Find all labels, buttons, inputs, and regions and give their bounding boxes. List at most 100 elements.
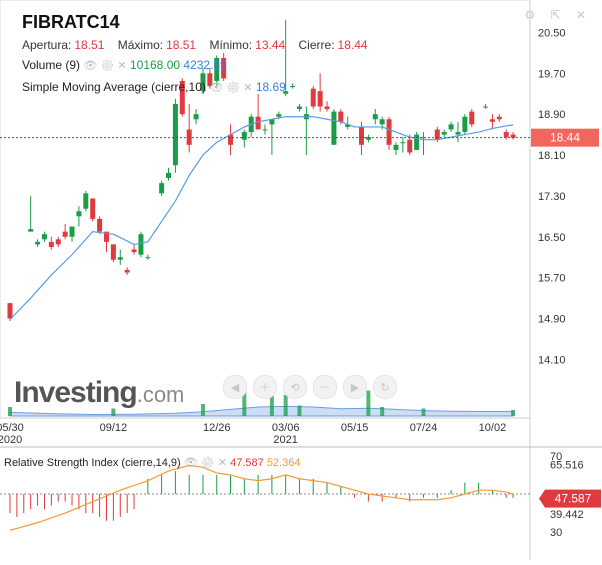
ohlc-row: Apertura: 18.51 Máximo: 18.51 Mínimo: 13.44… xyxy=(22,38,378,52)
sma-row: Simple Moving Average (cierre,10) 👁 ⚙ ✕ … xyxy=(22,80,286,94)
time-tick-label: 05/30 xyxy=(0,422,24,434)
price-tick-label: 14.90 xyxy=(538,313,566,325)
candle-body xyxy=(441,132,447,135)
volume-bar xyxy=(511,410,516,416)
time-tick-label: 12/26 xyxy=(203,422,231,434)
candle-body xyxy=(193,114,199,120)
candle-body xyxy=(503,132,509,138)
rsi-icons[interactable]: 👁 ⚙ ✕ xyxy=(183,457,228,469)
candle-body xyxy=(138,234,144,255)
high-value: 18.51 xyxy=(166,38,197,52)
candle-body xyxy=(145,257,151,259)
candle-body xyxy=(276,114,282,117)
candle-body xyxy=(324,106,330,110)
candle-body xyxy=(55,239,61,245)
candle-body xyxy=(338,111,344,122)
candle-body xyxy=(448,124,454,130)
low-label: Mínimo: xyxy=(209,38,253,52)
volume-row: Volume (9) 👁 ⚙ ✕ 10168.00 4232.89 xyxy=(22,58,227,72)
candle-body xyxy=(62,231,68,237)
current-price-tag xyxy=(531,128,599,147)
zoom-in-icon[interactable]: ＋ xyxy=(253,375,277,399)
scroll-right-icon[interactable]: ▶ xyxy=(343,375,367,399)
rsi-header: Relative Strength Index (cierre,14,9) 👁 … xyxy=(4,456,300,469)
time-tick-year: 2020 xyxy=(0,434,22,446)
volume-bar xyxy=(366,390,371,416)
candle-body xyxy=(421,137,427,139)
candle-body xyxy=(372,114,378,120)
candle-body xyxy=(103,231,109,242)
time-tick-label: 03/06 xyxy=(272,422,300,434)
candle-body xyxy=(48,241,54,247)
price-tick-label: 14.10 xyxy=(538,354,566,366)
candle-body xyxy=(241,132,247,140)
rsi-tag-arrow xyxy=(539,489,545,508)
candle-body xyxy=(83,193,89,209)
volume-label: Volume (9) xyxy=(22,58,81,72)
candle-body xyxy=(179,80,185,115)
sma-label: Simple Moving Average (cierre,10) xyxy=(22,80,206,94)
candle-body xyxy=(379,119,385,125)
price-tick-label: 19.70 xyxy=(538,68,566,80)
candle-body xyxy=(41,234,47,240)
candle-body xyxy=(7,303,13,319)
candle-body xyxy=(414,134,420,150)
price-tick-label: 18.90 xyxy=(538,109,566,121)
rsi-tick-label: 65.516 xyxy=(550,459,584,471)
candle-body xyxy=(365,137,371,140)
price-tick-label: 20.50 xyxy=(538,27,566,39)
candle-body xyxy=(269,119,275,125)
rsi-value-tag xyxy=(545,489,601,508)
candle-body xyxy=(262,129,268,131)
candle-body xyxy=(393,144,399,150)
rsi-tick-label: 70 xyxy=(550,451,562,463)
candle-body xyxy=(469,111,475,125)
zoom-out-icon[interactable]: － xyxy=(313,375,337,399)
zoom-reset-icon[interactable]: ⟲ xyxy=(283,375,307,399)
candle-body xyxy=(76,211,82,217)
volume-bar xyxy=(421,408,426,416)
symbol-title: FIBRATC14 xyxy=(22,12,120,32)
candle-body xyxy=(255,116,261,130)
chart-navigation: ◀ ＋ ⟲ － ▶ ↻ xyxy=(223,375,397,399)
candle-body xyxy=(400,142,406,144)
price-tick-label: 15.70 xyxy=(538,273,566,285)
candle-body xyxy=(290,86,296,88)
rsi-label: Relative Strength Index (cierre,14,9) xyxy=(4,457,181,469)
candle-body xyxy=(207,73,213,87)
volume-bar xyxy=(200,404,205,416)
rsi-value: 47.587 xyxy=(230,457,264,469)
rsi-value-tag-text: 47.587 xyxy=(555,492,592,506)
time-tick-label: 05/15 xyxy=(341,422,369,434)
candle-body xyxy=(186,129,192,145)
reset-view-icon[interactable]: ↻ xyxy=(373,375,397,399)
candle-body xyxy=(35,241,41,245)
candle-body xyxy=(117,257,123,260)
candle-body xyxy=(110,244,116,260)
candle-body xyxy=(310,88,316,107)
candle-body xyxy=(407,139,413,153)
candle-body xyxy=(214,57,220,81)
candle-body xyxy=(489,119,495,122)
rsi-line xyxy=(9,464,514,531)
volume-bar xyxy=(297,405,302,416)
rsi-tick-label: 30 xyxy=(550,527,562,539)
candle-body xyxy=(358,126,364,145)
investing-logo: Investing.com xyxy=(14,376,185,409)
candle-body xyxy=(345,124,351,127)
scroll-left-icon[interactable]: ◀ xyxy=(223,375,247,399)
rsi-signal-value: 52.364 xyxy=(266,457,301,469)
candle-body xyxy=(166,172,172,179)
close-label: Cierre: xyxy=(298,38,335,52)
sma-icons[interactable]: 👁 ⚙ ✕ xyxy=(209,82,253,94)
rsi-tick-label: 39.442 xyxy=(550,509,584,521)
open-label: Apertura: xyxy=(22,38,72,52)
sma-line xyxy=(9,116,514,320)
settings-icons[interactable]: ⚙ ⇱ ✕ xyxy=(524,8,592,22)
candle-body xyxy=(200,73,206,92)
candle-body xyxy=(317,91,323,107)
high-label: Máximo: xyxy=(117,38,164,52)
volume-bar xyxy=(283,395,288,416)
volume-icons[interactable]: 👁 ⚙ ✕ xyxy=(83,60,127,72)
